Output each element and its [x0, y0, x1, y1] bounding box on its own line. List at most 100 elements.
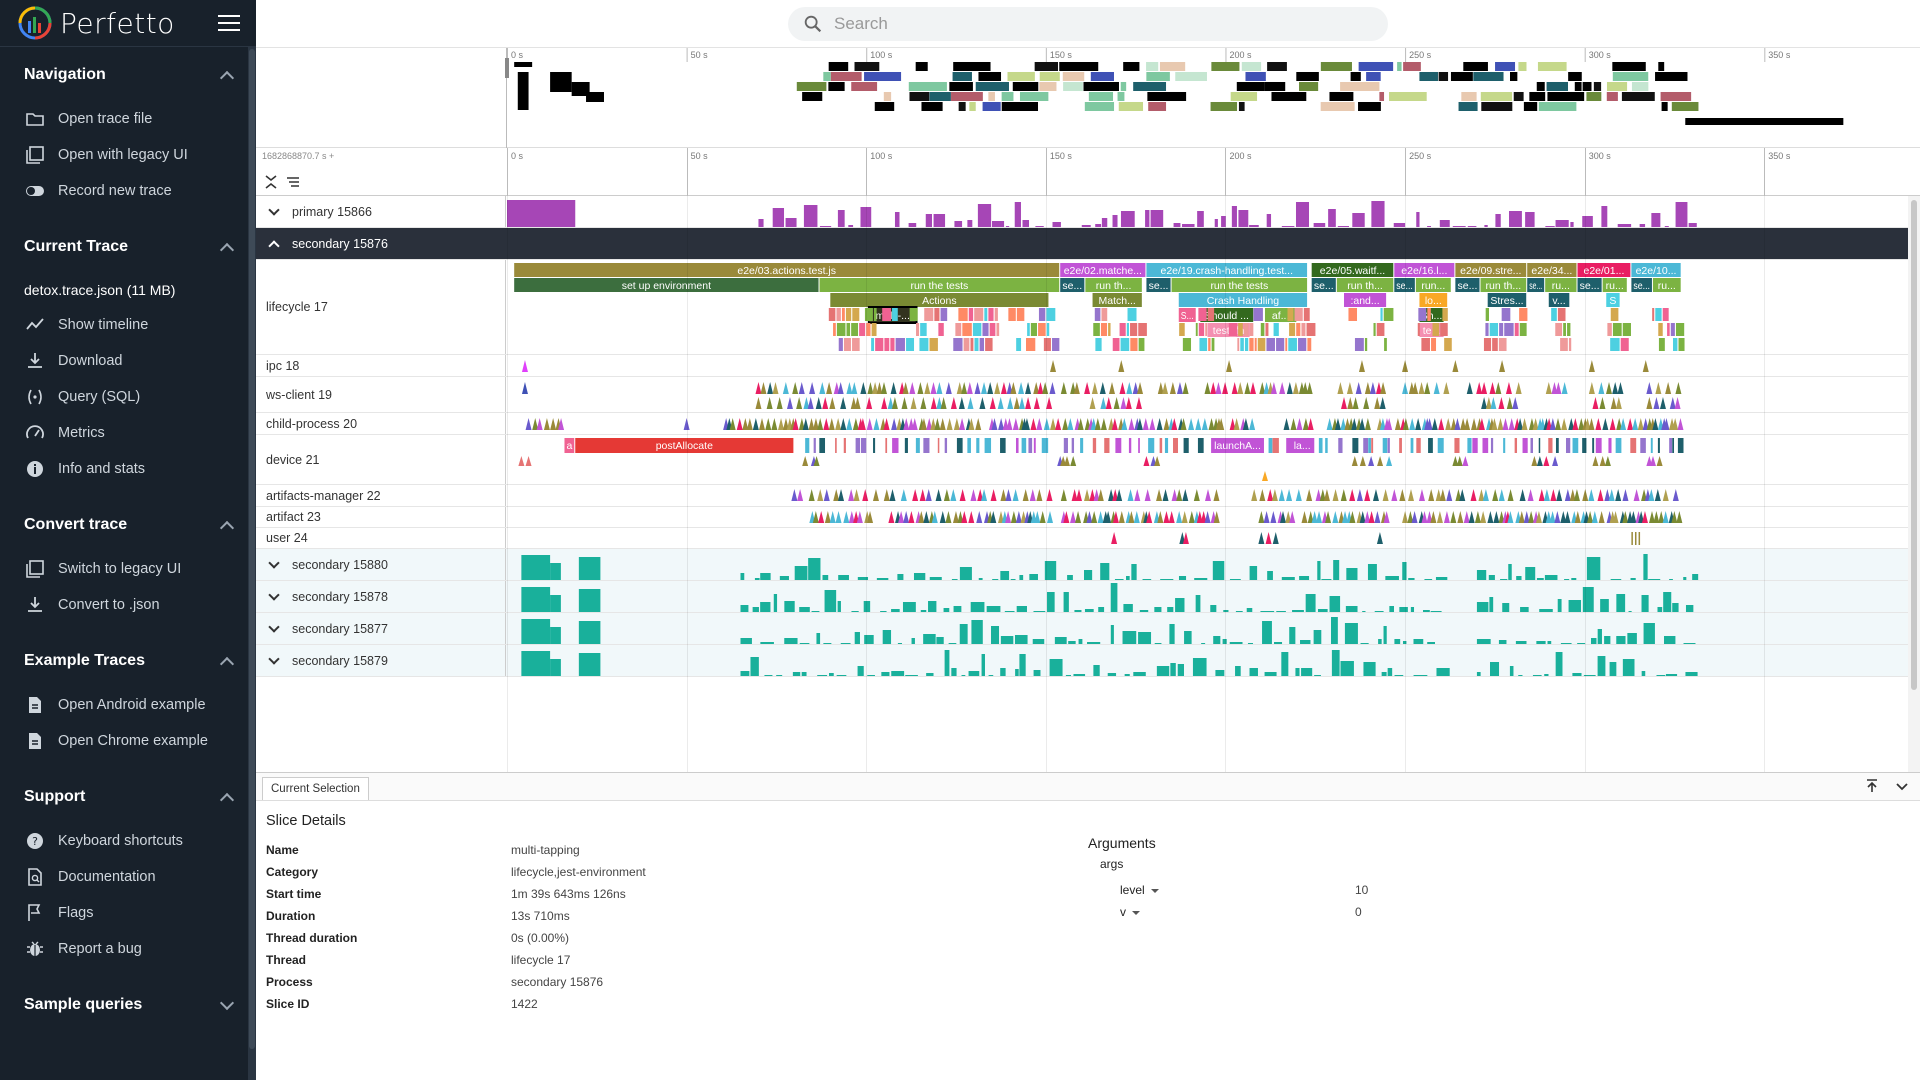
- detail-value[interactable]: secondary 15876: [511, 975, 604, 989]
- thread-track[interactable]: ipc 18: [256, 355, 1908, 377]
- sidebar-item[interactable]: Open Chrome example: [0, 723, 256, 759]
- sidebar-item[interactable]: Flags: [0, 895, 256, 931]
- chevron-down-icon[interactable]: [268, 652, 280, 665]
- track-title[interactable]: device 21: [256, 435, 506, 484]
- process-track[interactable]: secondary 15876: [256, 228, 1908, 260]
- track-canvas[interactable]: [507, 549, 1908, 580]
- sidebar-item[interactable]: Convert to .json: [0, 587, 256, 623]
- sidebar-item[interactable]: Download: [0, 343, 256, 379]
- sidebar-section-header[interactable]: Sample queries: [0, 979, 256, 1031]
- caret-down-icon[interactable]: [1132, 910, 1140, 915]
- track-canvas[interactable]: [507, 196, 1908, 227]
- sidebar-item[interactable]: Open Android example: [0, 687, 256, 723]
- track-title[interactable]: primary 15866: [256, 196, 506, 227]
- track-title[interactable]: secondary 15876: [256, 228, 506, 259]
- tracks-scrollbar[interactable]: [1908, 196, 1920, 772]
- track-title[interactable]: user 24: [256, 528, 506, 548]
- sidebar-item[interactable]: Documentation: [0, 859, 256, 895]
- track-title[interactable]: secondary 15878: [256, 581, 506, 612]
- process-track[interactable]: secondary 15879: [256, 645, 1908, 677]
- track-canvas[interactable]: [507, 581, 1908, 612]
- thread-track[interactable]: artifacts-manager 22: [256, 485, 1908, 507]
- process-track[interactable]: secondary 15877: [256, 613, 1908, 645]
- thread-track[interactable]: lifecycle 17 e2e/03.actions.test.js set up…: [256, 260, 1908, 355]
- sidebar-item[interactable]: Open trace file: [0, 101, 256, 137]
- arg-key[interactable]: v: [1120, 905, 1355, 919]
- sidebar-item[interactable]: Switch to legacy UI: [0, 551, 256, 587]
- track-title[interactable]: secondary 15880: [256, 549, 506, 580]
- track-canvas[interactable]: [507, 377, 1908, 412]
- search-box[interactable]: [788, 7, 1388, 41]
- sidebar-item[interactable]: Info and stats: [0, 451, 256, 487]
- caret-down-icon[interactable]: [1150, 888, 1159, 893]
- track-title[interactable]: ipc 18: [256, 355, 506, 376]
- thread-track[interactable]: child-process 20: [256, 413, 1908, 435]
- process-track[interactable]: primary 15866: [256, 196, 1908, 228]
- track-canvas[interactable]: a postAllocate launchA... la...: [507, 435, 1908, 484]
- process-track[interactable]: secondary 15880: [256, 549, 1908, 581]
- overview-timeline[interactable]: 0 s 50 s 100 s 150 s 200 s 250 s 300 s 350 s: [256, 48, 1920, 148]
- maximize-panel-icon[interactable]: [1864, 778, 1880, 794]
- sidebar-section-header[interactable]: Current Trace: [0, 221, 256, 273]
- activity-bar: [521, 651, 551, 676]
- search-input[interactable]: [834, 14, 1374, 34]
- sidebar-scrollbar[interactable]: [248, 47, 256, 1080]
- track-canvas[interactable]: [507, 528, 1908, 548]
- track-canvas[interactable]: [507, 507, 1908, 527]
- chevron-down-icon[interactable]: [268, 203, 280, 216]
- slice: [1028, 438, 1033, 453]
- thread-track[interactable]: user 24: [256, 528, 1908, 549]
- track-title[interactable]: artifacts-manager 22: [256, 485, 506, 506]
- sidebar-item[interactable]: Metrics: [0, 415, 256, 451]
- thread-track[interactable]: device 21 a postAllocate launchA... la...: [256, 435, 1908, 485]
- sidebar-section-header[interactable]: Convert trace: [0, 499, 256, 551]
- sidebar-section-header[interactable]: Navigation: [0, 49, 256, 101]
- track-canvas[interactable]: [507, 355, 1908, 376]
- track-title[interactable]: artifact 23: [256, 507, 506, 527]
- track-title[interactable]: lifecycle 17: [256, 260, 506, 354]
- track-canvas[interactable]: [507, 413, 1908, 434]
- chevron-down-icon[interactable]: [268, 620, 280, 633]
- slice: [1416, 438, 1421, 453]
- thread-track[interactable]: ws-client 19: [256, 377, 1908, 413]
- activity-bar: [1249, 668, 1258, 676]
- chevron-down-icon[interactable]: [268, 556, 280, 569]
- sidebar-item[interactable]: Show timeline: [0, 307, 256, 343]
- track-title[interactable]: ws-client 19: [256, 377, 506, 412]
- track-title[interactable]: secondary 15877: [256, 613, 506, 644]
- sidebar-section-header[interactable]: Support: [0, 771, 256, 823]
- track-title[interactable]: child-process 20: [256, 413, 506, 434]
- chevron-down-icon[interactable]: [1894, 778, 1910, 794]
- sidebar-item[interactable]: Record new trace: [0, 173, 256, 209]
- sidebar-item[interactable]: Query (SQL): [0, 379, 256, 415]
- chevron-down-icon[interactable]: [268, 588, 280, 601]
- track-list[interactable]: primary 15866 secondary 15876 lifecycle 17…: [256, 196, 1920, 772]
- instant-marker: [1364, 418, 1371, 430]
- slice: [1607, 323, 1612, 336]
- track-canvas[interactable]: [507, 613, 1908, 644]
- sidebar-section-header[interactable]: Example Traces: [0, 635, 256, 687]
- menu-icon[interactable]: [218, 15, 240, 31]
- instant-marker: [1543, 456, 1550, 466]
- track-canvas[interactable]: [507, 645, 1908, 676]
- process-track[interactable]: secondary 15878: [256, 581, 1908, 613]
- sidebar-item[interactable]: Open with legacy UI: [0, 137, 256, 173]
- slice: [1021, 438, 1027, 453]
- track-canvas[interactable]: [507, 485, 1908, 506]
- filter-tracks-icon[interactable]: [284, 173, 302, 191]
- tab-current-selection[interactable]: Current Selection: [262, 777, 369, 800]
- collapse-all-icon[interactable]: [262, 173, 280, 191]
- activity-bar: [1509, 211, 1522, 227]
- overview-chart[interactable]: 0 s 50 s 100 s 150 s 200 s 250 s 300 s 350 s: [256, 48, 1920, 148]
- detail-value[interactable]: lifecycle 17: [511, 953, 571, 967]
- slice: [904, 438, 908, 453]
- arg-key[interactable]: level: [1120, 883, 1355, 897]
- sidebar-item[interactable]: Report a bug: [0, 931, 256, 967]
- slice: [1257, 338, 1266, 351]
- sidebar-item[interactable]: ? Keyboard shortcuts: [0, 823, 256, 859]
- track-title[interactable]: secondary 15879: [256, 645, 506, 676]
- chevron-up-icon[interactable]: [268, 239, 280, 252]
- thread-track[interactable]: artifact 23: [256, 507, 1908, 528]
